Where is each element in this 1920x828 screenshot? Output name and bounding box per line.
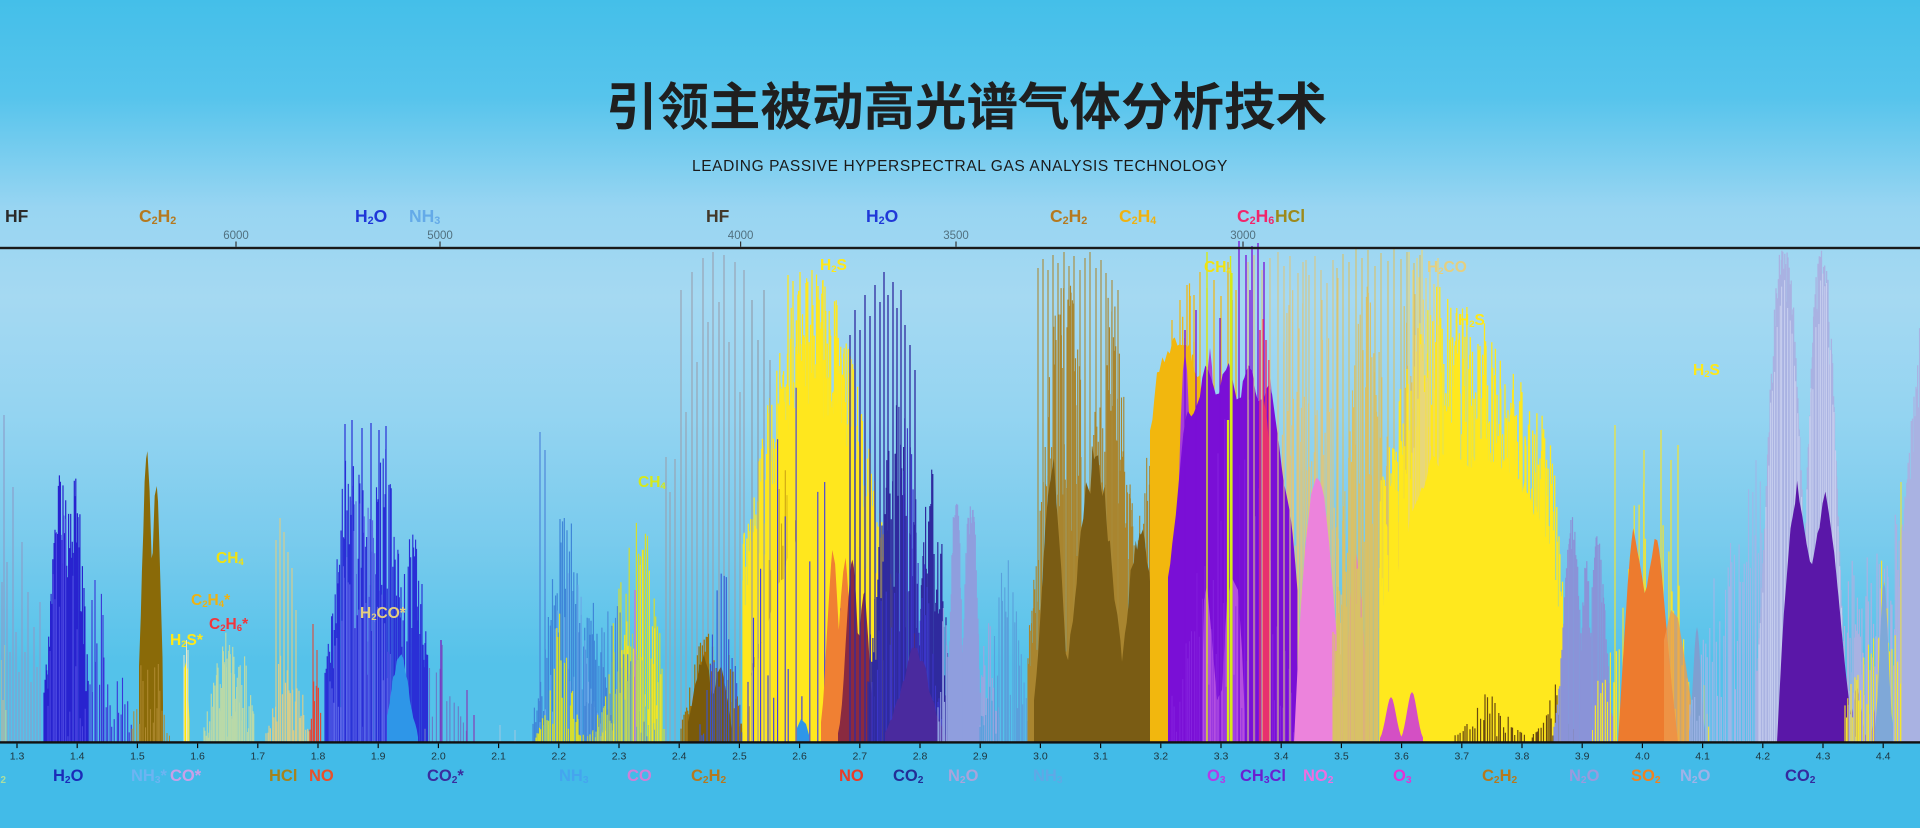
- svg-text:2.0: 2.0: [431, 751, 446, 763]
- svg-text:NH3: NH3: [559, 767, 589, 786]
- svg-text:CO2: CO2: [1785, 767, 1816, 786]
- svg-text:3.2: 3.2: [1153, 751, 1168, 763]
- svg-text:HF: HF: [706, 206, 730, 226]
- svg-text:SO2: SO2: [1631, 767, 1661, 786]
- svg-text:CH4: CH4: [216, 550, 244, 568]
- svg-text:2.3: 2.3: [612, 751, 627, 763]
- svg-text:CO: CO: [627, 767, 652, 785]
- svg-text:2.1: 2.1: [491, 751, 506, 763]
- svg-text:4.0: 4.0: [1635, 751, 1650, 763]
- svg-text:1.6: 1.6: [190, 751, 205, 763]
- svg-text:H2O: H2O: [53, 767, 84, 786]
- svg-text:NO: NO: [309, 767, 334, 785]
- svg-text:N2O: N2O: [948, 767, 979, 786]
- svg-text:3.8: 3.8: [1515, 751, 1530, 763]
- svg-text:4.2: 4.2: [1755, 751, 1770, 763]
- svg-text:NH3: NH3: [1033, 767, 1063, 786]
- svg-text:HF: HF: [5, 206, 29, 226]
- svg-text:C2H6: C2H6: [1237, 206, 1274, 227]
- svg-text:C2H2: C2H2: [691, 767, 727, 786]
- svg-text:HCl: HCl: [269, 767, 297, 785]
- svg-text:O3: O3: [1207, 767, 1226, 786]
- svg-text:3.1: 3.1: [1093, 751, 1108, 763]
- svg-text:3.0: 3.0: [1033, 751, 1048, 763]
- svg-text:CO2*: CO2*: [427, 767, 464, 786]
- svg-text:CH4: CH4: [638, 474, 666, 492]
- svg-text:CO2: CO2: [893, 767, 924, 786]
- svg-text:N2O: N2O: [1569, 767, 1600, 786]
- svg-text:3.3: 3.3: [1214, 751, 1229, 763]
- svg-text:4.1: 4.1: [1695, 751, 1710, 763]
- svg-text:H2O: H2O: [866, 206, 898, 227]
- svg-text:2.9: 2.9: [973, 751, 988, 763]
- svg-text:H2CO*: H2CO*: [360, 605, 407, 623]
- svg-text:C2H6*: C2H6*: [209, 616, 249, 634]
- svg-text:1.7: 1.7: [250, 751, 265, 763]
- svg-text:H2S*: H2S*: [170, 632, 204, 650]
- svg-text:C2H2: C2H2: [1482, 767, 1518, 786]
- svg-text:3500: 3500: [943, 230, 969, 242]
- svg-text:C2H4: C2H4: [1119, 206, 1156, 227]
- svg-text:4.3: 4.3: [1816, 751, 1831, 763]
- svg-text:N2O: N2O: [1680, 767, 1711, 786]
- svg-text:5000: 5000: [427, 230, 453, 242]
- svg-text:1.9: 1.9: [371, 751, 386, 763]
- svg-text:2.7: 2.7: [852, 751, 867, 763]
- svg-text:CH3Cl: CH3Cl: [1240, 767, 1286, 786]
- svg-text:4000: 4000: [728, 230, 754, 242]
- svg-text:H2S: H2S: [1693, 362, 1720, 380]
- svg-text:HCl: HCl: [1275, 206, 1305, 226]
- svg-text:6000: 6000: [223, 230, 249, 242]
- svg-text:1.5: 1.5: [130, 751, 145, 763]
- svg-text:CH4: CH4: [1204, 259, 1232, 277]
- svg-text:H2O: H2O: [355, 206, 387, 227]
- svg-text:LEADING PASSIVE HYPERSPECTRAL: LEADING PASSIVE HYPERSPECTRAL GAS ANALYS…: [692, 158, 1228, 175]
- svg-text:2.5: 2.5: [732, 751, 747, 763]
- svg-text:H2S: H2S: [820, 257, 847, 275]
- svg-text:3.9: 3.9: [1575, 751, 1590, 763]
- svg-text:C2H2: C2H2: [139, 206, 176, 227]
- svg-text:2.2: 2.2: [551, 751, 566, 763]
- svg-text:NH3: NH3: [409, 206, 440, 227]
- svg-text:3.7: 3.7: [1454, 751, 1469, 763]
- svg-text:1.4: 1.4: [70, 751, 85, 763]
- svg-text:CO*: CO*: [170, 767, 202, 785]
- svg-text:1.3: 1.3: [10, 751, 25, 763]
- svg-text:NO2: NO2: [1303, 767, 1334, 786]
- svg-text:NO: NO: [839, 767, 864, 785]
- svg-text:2.6: 2.6: [792, 751, 807, 763]
- svg-text:1.8: 1.8: [311, 751, 326, 763]
- svg-text:3.6: 3.6: [1394, 751, 1409, 763]
- svg-text:3000: 3000: [1230, 230, 1256, 242]
- svg-text:H2CO: H2CO: [1427, 259, 1467, 277]
- svg-text:H2S: H2S: [1458, 312, 1485, 330]
- svg-text:O2: O2: [0, 768, 6, 786]
- svg-text:3.4: 3.4: [1274, 751, 1289, 763]
- svg-text:O3: O3: [1393, 767, 1412, 786]
- svg-text:3.5: 3.5: [1334, 751, 1349, 763]
- svg-text:C2H2: C2H2: [1050, 206, 1087, 227]
- svg-text:2.4: 2.4: [672, 751, 687, 763]
- svg-text:C2H4*: C2H4*: [191, 592, 231, 610]
- svg-text:2.8: 2.8: [913, 751, 928, 763]
- svg-text:NH3*: NH3*: [131, 767, 168, 786]
- svg-text:4.4: 4.4: [1876, 751, 1891, 763]
